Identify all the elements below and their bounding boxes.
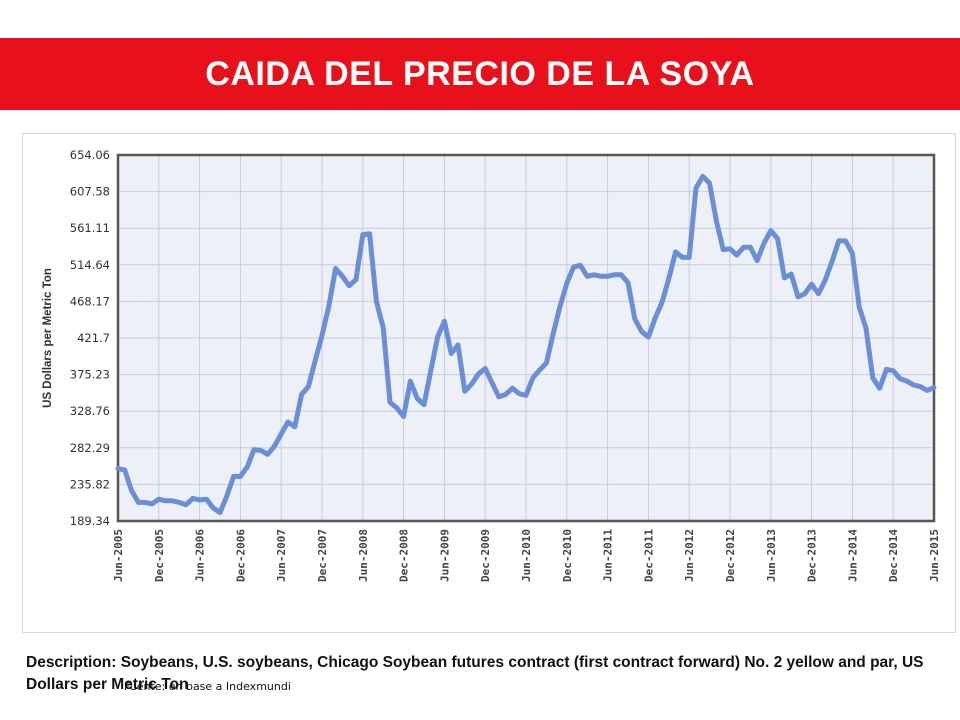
page-title: CAIDA DEL PRECIO DE LA SOYA <box>205 54 755 93</box>
description-text: Soybeans, U.S. soybeans, Chicago Soybean… <box>26 654 924 693</box>
x-tick-label: Jun-2010 <box>520 529 533 582</box>
x-tick-label: Jun-2012 <box>683 529 696 582</box>
x-tick-label: Jun-2005 <box>112 529 125 582</box>
y-tick-label: 561.11 <box>70 221 110 235</box>
y-tick-label: 421.7 <box>77 331 110 345</box>
y-tick-label: 375.23 <box>70 368 110 382</box>
plot-border <box>116 153 936 523</box>
x-tick-label: Dec-2006 <box>234 529 247 582</box>
y-tick-label: 328.76 <box>70 404 110 418</box>
x-tick-label: Dec-2014 <box>887 529 900 582</box>
y-tick-label: 189.34 <box>70 514 110 528</box>
price-chart: 654.06 607.58 561.11 514.64 468.17 421.7 375.2… <box>42 148 941 582</box>
x-tick-label: Dec-2009 <box>479 529 492 582</box>
x-tick-label: Jun-2009 <box>438 529 451 582</box>
x-tick-label: Dec-2005 <box>153 529 166 582</box>
x-tick-label: Dec-2012 <box>724 529 737 582</box>
title-banner: CAIDA DEL PRECIO DE LA SOYA <box>0 38 960 110</box>
x-tick-label: Jun-2006 <box>194 529 207 582</box>
y-tick-label: 514.64 <box>70 258 110 272</box>
description: Description: Soybeans, U.S. soybeans, Ch… <box>26 652 946 696</box>
y-tick-label: 654.06 <box>70 148 110 162</box>
price-line <box>115 173 937 516</box>
x-tick-label: Dec-2010 <box>561 529 574 582</box>
x-tick-label: Jun-2013 <box>765 529 778 582</box>
x-tick-label: Dec-2013 <box>806 529 819 582</box>
y-tick-label: 235.82 <box>70 477 110 491</box>
x-tick-label: Jun-2007 <box>275 529 288 582</box>
chart-frame: 654.06 607.58 561.11 514.64 468.17 421.7 375.2… <box>22 133 956 633</box>
y-tick-label: 468.17 <box>70 294 110 308</box>
y-axis-title: US Dollars per Metric Ton <box>42 268 54 408</box>
x-tick-label: Dec-2008 <box>398 529 411 582</box>
description-label: Description: <box>26 654 117 671</box>
y-tick-label: 282.29 <box>70 441 110 455</box>
x-tick-label: Jun-2011 <box>602 529 615 582</box>
x-tick-label: Dec-2007 <box>316 529 329 582</box>
x-tick-label: Jun-2008 <box>357 529 370 582</box>
x-tick-label: Dec-2011 <box>642 529 655 582</box>
x-tick-label: Jun-2015 <box>928 529 941 582</box>
source-note: Fuente: en base a Indexmundi <box>124 680 291 693</box>
y-tick-label: 607.58 <box>70 185 110 199</box>
x-tick-label: Jun-2014 <box>846 529 859 582</box>
